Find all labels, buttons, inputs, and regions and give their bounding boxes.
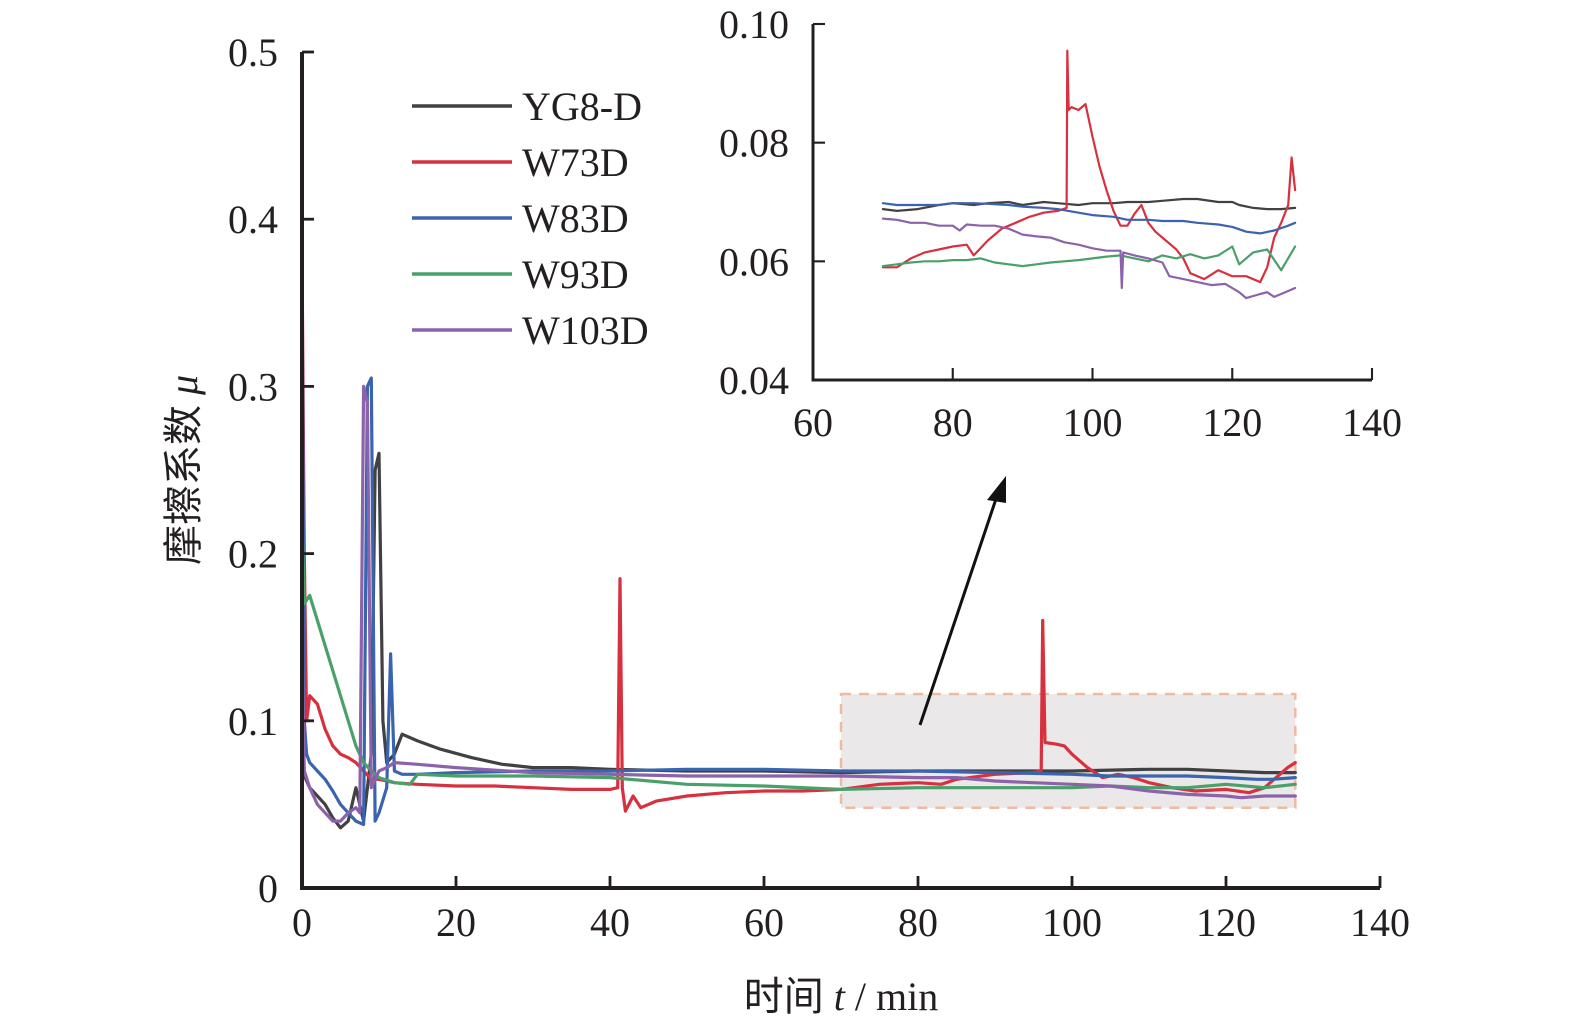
x-tick-label: 140 xyxy=(1342,400,1402,445)
x-tick-label: 140 xyxy=(1350,900,1410,945)
x-tick-label: 0 xyxy=(292,900,312,945)
y-tick-label: 0.4 xyxy=(228,197,278,242)
zoom-arrow-head xyxy=(987,476,1006,503)
legend-label: W83D xyxy=(522,196,629,241)
series-line-w83d xyxy=(881,202,1297,235)
y-tick-label: 0.3 xyxy=(228,364,278,409)
x-tick-label: 80 xyxy=(933,400,973,445)
series-line-w83d xyxy=(300,267,1297,827)
legend-item-w93d: W93D xyxy=(412,252,629,297)
y-tick-label: 0.10 xyxy=(719,2,789,47)
series-line-w103d xyxy=(300,384,1297,823)
legend-item-w73d: W73D xyxy=(412,140,629,185)
x-tick-label: 120 xyxy=(1196,900,1256,945)
legend-label: W103D xyxy=(522,308,649,353)
x-axis-title-prefix: 时间 xyxy=(744,974,834,1019)
y-axis-title-var: μ xyxy=(161,375,206,396)
legend-item-yg8-d: YG8-D xyxy=(412,84,642,129)
inset-x-ticks: 60 80 100 120 140 xyxy=(793,368,1402,445)
y-tick-label: 0.2 xyxy=(228,532,278,577)
y-axis-title: 摩擦系数 μ xyxy=(161,375,206,565)
series-line-yg8-d xyxy=(300,451,1297,830)
main-axes xyxy=(300,52,1380,890)
legend-label: W73D xyxy=(522,140,629,185)
main-series-lines xyxy=(300,251,1297,830)
legend-item-w103d: W103D xyxy=(412,308,649,353)
y-tick-label: 0.1 xyxy=(228,699,278,744)
legend: YG8-D W73D W83D W93D W103D xyxy=(412,84,649,353)
inset-series-lines xyxy=(881,49,1297,300)
series-line-w73d xyxy=(881,49,1297,284)
y-tick-label: 0.04 xyxy=(719,358,789,403)
zoom-arrow-shaft xyxy=(918,489,1001,726)
legend-label: YG8-D xyxy=(522,84,642,129)
inset-plot: 60 80 100 120 140 0.04 0.06 0.08 0.10 xyxy=(719,2,1402,445)
inset-y-ticks: 0.04 0.06 0.08 0.10 xyxy=(719,2,825,403)
x-tick-label: 20 xyxy=(436,900,476,945)
series-line-w103d xyxy=(881,217,1297,300)
x-axis-title-var: t xyxy=(834,974,846,1019)
zoom-arrow xyxy=(918,476,1006,726)
x-tick-label: 100 xyxy=(1063,400,1123,445)
x-tick-label: 40 xyxy=(590,900,630,945)
y-tick-label: 0 xyxy=(258,866,278,911)
y-tick-label: 0.06 xyxy=(719,239,789,284)
main-plot: 0 20 40 60 80 100 120 140 0 0.1 0.2 0.3 0.4 0.5 xyxy=(228,30,1410,945)
series-line-w93d xyxy=(881,245,1297,272)
x-tick-label: 80 xyxy=(898,900,938,945)
main-y-ticks: 0 0.1 0.2 0.3 0.4 0.5 xyxy=(228,30,314,911)
x-tick-label: 60 xyxy=(793,400,833,445)
y-axis-title-prefix: 摩擦系数 xyxy=(161,395,206,565)
x-tick-label: 60 xyxy=(744,900,784,945)
main-x-ticks: 0 20 40 60 80 100 120 140 xyxy=(292,876,1410,945)
y-tick-label: 0.08 xyxy=(719,121,789,166)
y-tick-label: 0.5 xyxy=(228,30,278,75)
legend-item-w83d: W83D xyxy=(412,196,629,241)
x-tick-label: 100 xyxy=(1042,900,1102,945)
legend-label: W93D xyxy=(522,252,629,297)
x-axis-title-suffix: / min xyxy=(845,974,938,1019)
x-tick-label: 120 xyxy=(1202,400,1262,445)
x-axis-title: 时间 t / min xyxy=(744,974,938,1019)
